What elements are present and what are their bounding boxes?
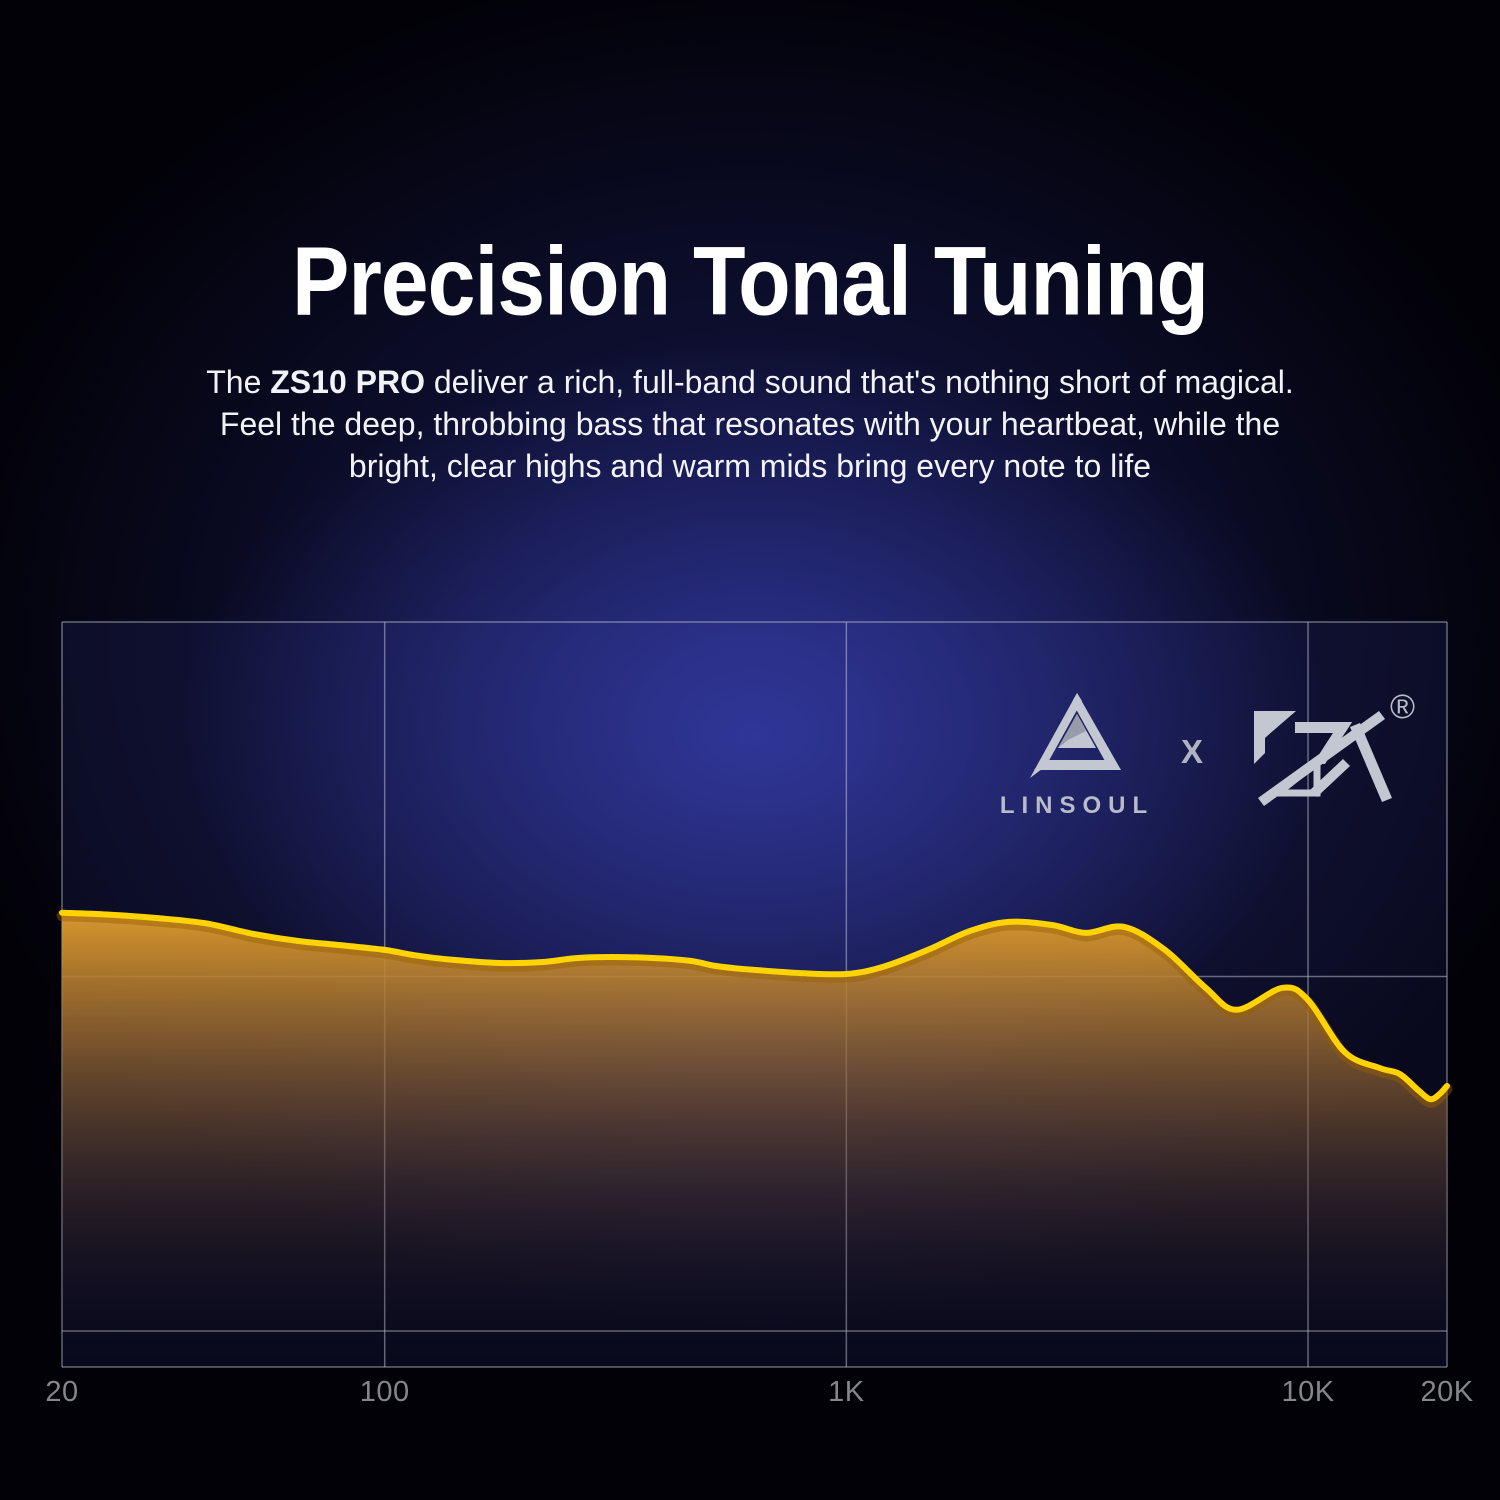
intro-text: bright, clear highs and warm mids bring … bbox=[348, 448, 1152, 484]
intro-text: The bbox=[206, 364, 271, 400]
x-tick-label-20: 20 bbox=[45, 1376, 79, 1408]
page-title: Precision Tonal Tuning bbox=[291, 226, 1209, 336]
x-tick-label-100: 100 bbox=[359, 1376, 410, 1408]
intro-text: Feel the deep, throbbing bass that reson… bbox=[219, 406, 1281, 442]
product-name: ZS10 PRO bbox=[270, 364, 425, 400]
response-curve bbox=[59, 909, 1450, 1103]
x-tick-label-10k: 10K bbox=[1281, 1376, 1335, 1408]
intro-text: deliver a rich, full-band sound that's n… bbox=[424, 364, 1294, 400]
x-tick-label-20k: 20K bbox=[1420, 1376, 1474, 1408]
x-tick-label-1k: 1K bbox=[828, 1376, 865, 1408]
response-area-fill bbox=[62, 912, 1447, 1367]
intro-paragraph: The ZS10 PRO deliver a rich, full-band s… bbox=[130, 361, 1370, 487]
